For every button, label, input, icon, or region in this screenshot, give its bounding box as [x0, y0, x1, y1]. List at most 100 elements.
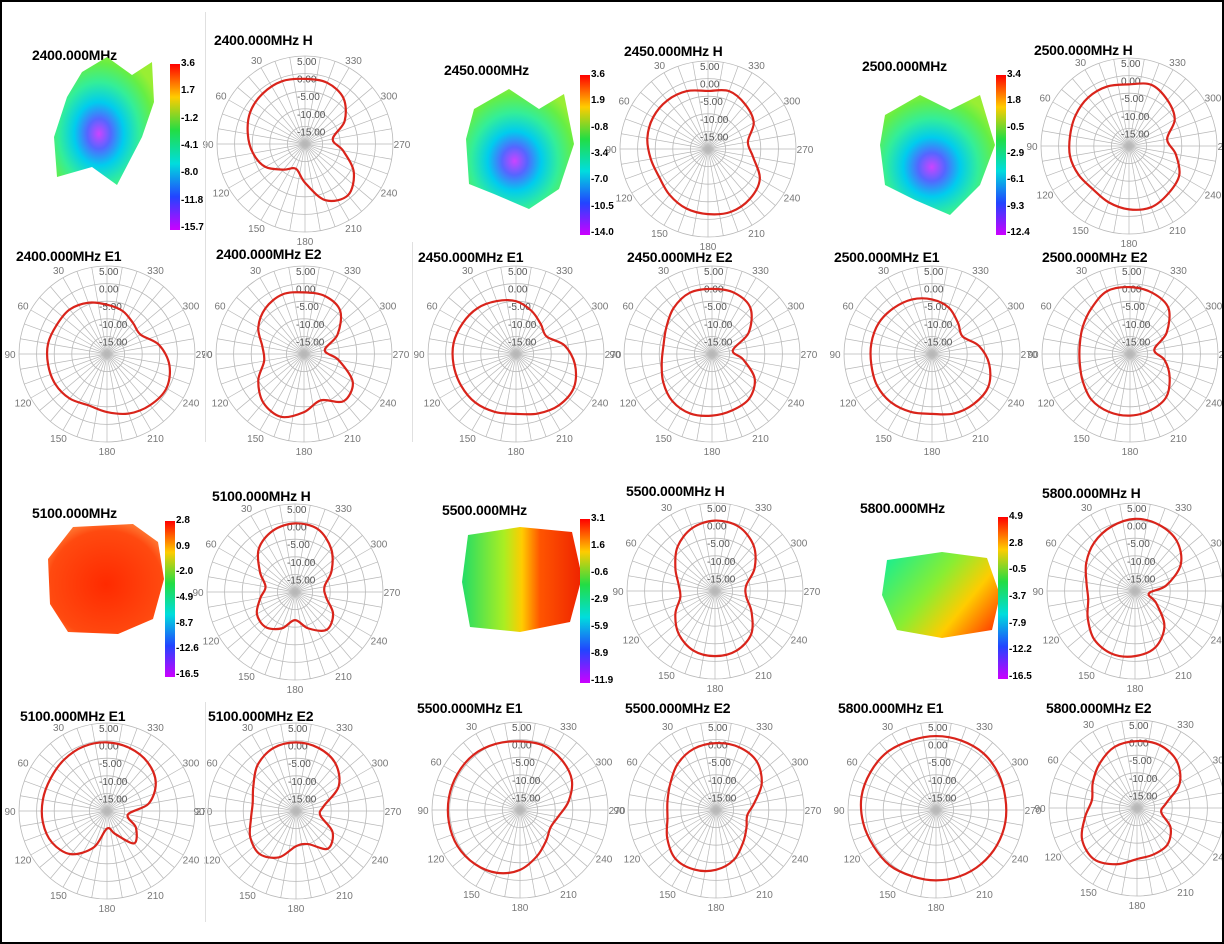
polar-spoke — [295, 734, 341, 812]
polar-spoke — [715, 809, 747, 893]
polar-spoke — [433, 794, 521, 811]
color-scale-bar — [998, 517, 1008, 679]
polar-spoke — [106, 353, 152, 431]
polar-spoke — [106, 743, 164, 812]
polar-spoke — [1134, 590, 1180, 668]
angle-label: 60 — [1047, 756, 1059, 767]
ring-label: 0.00 — [1121, 77, 1141, 88]
polar-plot: 5.00 0.00 -5.00 -10.00 -15.00 330 300 270 240 210… — [1026, 57, 1222, 250]
polar-spoke — [715, 809, 773, 878]
polar-spoke — [667, 353, 713, 431]
polar-spoke — [1129, 286, 1187, 355]
angle-label: 150 — [655, 434, 672, 445]
polar-spoke — [1128, 145, 1160, 229]
polar-spoke — [931, 353, 989, 422]
ring-label: 0.00 — [297, 75, 317, 86]
polar-spoke — [1053, 309, 1131, 355]
polar-spoke — [500, 353, 517, 441]
angle-label: 240 — [372, 856, 389, 867]
polar-spoke — [294, 576, 382, 593]
polar-spoke — [515, 297, 584, 355]
angle-label: 330 — [755, 503, 772, 514]
angle-label: 150 — [651, 229, 668, 240]
polar-spoke — [259, 277, 305, 355]
angle-label: 90 — [4, 807, 16, 818]
polar-spoke — [227, 535, 296, 593]
polar-spoke — [1090, 590, 1136, 668]
angle-label: 300 — [792, 758, 809, 769]
polar-spoke — [700, 809, 717, 897]
angle-label: 60 — [625, 539, 637, 550]
polar-spoke — [681, 353, 713, 437]
angle-label: 120 — [616, 194, 633, 205]
polar-spoke — [629, 794, 717, 811]
angle-label: 90 — [193, 807, 205, 818]
ring-label: 5.00 — [99, 724, 119, 735]
ring-label: -5.00 — [1121, 94, 1144, 105]
pattern-series-line — [1078, 285, 1171, 417]
ring-label: -15.00 — [296, 337, 325, 348]
angle-label: 30 — [661, 503, 673, 514]
polar-spoke — [1134, 590, 1203, 648]
polar-spoke — [931, 323, 1015, 355]
angle-label: 180 — [1127, 684, 1144, 695]
color-scale-label: -2.9 — [591, 594, 609, 605]
polar-spoke — [264, 509, 296, 593]
angle-label: 120 — [15, 856, 32, 867]
surface-blob — [54, 57, 154, 185]
polar-spoke — [1121, 807, 1138, 895]
angle-label: 270 — [797, 145, 814, 156]
polar-spoke — [1128, 145, 1174, 223]
polar-spoke — [106, 810, 190, 842]
pattern-3d-surface — [880, 95, 995, 215]
polar-spoke — [1072, 78, 1130, 147]
pattern-series-line — [646, 88, 761, 216]
polar-spoke — [459, 286, 517, 355]
ring-label: -10.00 — [512, 776, 541, 787]
polar-spoke — [868, 809, 937, 867]
polar-spoke — [519, 794, 607, 811]
polar-spoke — [621, 133, 709, 150]
polar-spoke — [30, 309, 108, 355]
polar-spoke — [931, 353, 977, 431]
polar-spoke — [935, 794, 1023, 811]
polar-spoke — [711, 353, 780, 411]
polar-spoke — [519, 727, 551, 811]
ring-label: 5.00 — [287, 505, 307, 516]
color-scale-label: -0.5 — [1009, 564, 1027, 576]
polar-spoke — [644, 297, 713, 355]
angle-label: 60 — [842, 302, 854, 313]
polar-spoke — [1043, 353, 1131, 370]
polar-spoke — [715, 794, 803, 811]
polar-spoke — [91, 353, 108, 441]
angle-label: 210 — [345, 224, 362, 235]
chart-title: 5100.000MHz — [32, 505, 117, 521]
polar-plot: 5.00 0.00 -5.00 -10.00 -15.00 330 300 270 240 210… — [417, 721, 626, 914]
polar-spoke — [515, 338, 603, 355]
ring-label: 5.00 — [296, 267, 316, 278]
polar-spoke — [443, 809, 521, 855]
ring-label: 5.00 — [708, 723, 728, 734]
polar-spoke — [1043, 338, 1131, 355]
polar-spoke — [651, 81, 709, 150]
pattern-series-line — [869, 297, 992, 416]
angle-label: 90 — [1034, 804, 1046, 815]
polar-spoke — [519, 809, 588, 867]
polar-spoke — [106, 353, 123, 441]
polar-spoke — [715, 809, 761, 887]
polar-spoke — [463, 742, 521, 811]
angle-label: 30 — [1081, 503, 1093, 514]
polar-spoke — [295, 810, 383, 827]
chart-title: 5800.000MHz E2 — [1046, 700, 1152, 716]
color-scale-bar — [580, 519, 590, 683]
polar-plot: 5.00 0.00 -5.00 -10.00 -15.00 330 300 270 240 210… — [1027, 265, 1222, 458]
column-divider — [412, 242, 413, 442]
angle-label: 90 — [609, 350, 621, 361]
polar-spoke — [1128, 78, 1186, 147]
angle-label: 270 — [609, 806, 626, 817]
polar-spoke — [699, 590, 716, 678]
polar-spoke — [1052, 560, 1136, 592]
polar-spoke — [1052, 590, 1136, 622]
polar-spoke — [845, 353, 933, 370]
color-scale-label: -14.0 — [591, 227, 614, 238]
